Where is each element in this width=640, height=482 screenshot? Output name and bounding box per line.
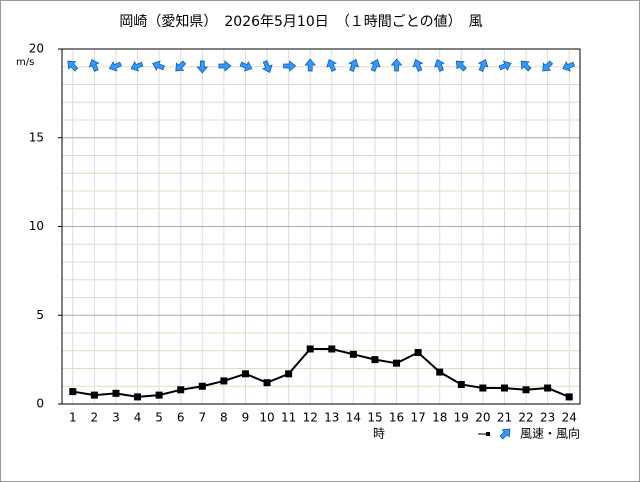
y-tick-label: 0: [36, 397, 44, 411]
x-tick-label: 10: [259, 411, 274, 425]
point: [285, 370, 293, 378]
x-tick-label: 15: [367, 411, 382, 425]
x-tick-label: 7: [198, 411, 206, 425]
wind-arrow: [175, 60, 187, 72]
x-tick-label: 2: [91, 411, 99, 425]
x-tick-label: 21: [497, 411, 512, 425]
wind-arrow: [434, 59, 445, 72]
wind-arrow: [412, 59, 424, 72]
wind-arrow: [218, 60, 232, 72]
wind-arrow: [348, 59, 359, 72]
point: [371, 356, 379, 364]
wind-arrow: [304, 58, 316, 72]
y-unit: m/s: [16, 57, 34, 68]
x-tick-label: 12: [303, 411, 318, 425]
x-tick-label: 14: [346, 411, 361, 425]
x-tick-label: 20: [475, 411, 490, 425]
wind-arrow: [455, 60, 467, 72]
point: [263, 379, 271, 387]
x-tick-label: 16: [389, 411, 404, 425]
wind-arrow: [326, 59, 337, 72]
wind-arrow: [261, 60, 273, 73]
wind-arrow: [562, 60, 576, 72]
series-line: [72, 347, 570, 398]
point: [500, 384, 508, 392]
legend-marker: [486, 432, 490, 436]
wind-arrow: [88, 59, 100, 72]
point: [544, 384, 552, 392]
point: [522, 386, 530, 394]
x-tick-label: 23: [540, 411, 555, 425]
x-tick-label: 4: [134, 411, 142, 425]
wind-arrow: [390, 58, 403, 72]
wind-arrow: [542, 60, 554, 72]
point: [436, 368, 444, 376]
legend-arrow: [499, 428, 511, 440]
x-tick-label: 11: [281, 411, 296, 425]
plot-frame: [61, 48, 581, 405]
wind-arrow: [239, 60, 253, 72]
point: [414, 349, 422, 357]
wind-arrow: [130, 60, 144, 72]
chart-title: 岡崎（愛知県） 2026年5月10日 （１時間ごとの値） 風: [119, 13, 482, 30]
point: [393, 359, 401, 367]
wind-arrow: [108, 60, 122, 72]
x-tick-label: 13: [324, 411, 339, 425]
wind-arrow: [477, 59, 489, 72]
x-tick-label: 17: [410, 411, 425, 425]
x-tick-label: 9: [242, 411, 250, 425]
wind-arrow: [152, 60, 165, 72]
x-tick-label: 18: [432, 411, 447, 425]
x-tick-label: 3: [112, 411, 120, 425]
wind-arrow: [283, 60, 297, 72]
wind-arrow: [520, 60, 532, 72]
x-tick-label: 22: [518, 411, 533, 425]
legend-label: 風速・風向: [520, 426, 580, 441]
point: [328, 345, 336, 353]
point: [349, 350, 357, 358]
point: [112, 389, 120, 397]
x-tick-label: 5: [155, 411, 163, 425]
point: [306, 345, 314, 353]
point: [241, 370, 249, 378]
wind-arrow: [196, 60, 209, 74]
point: [177, 386, 185, 394]
point: [220, 377, 228, 385]
legend: 風速・風向: [478, 426, 580, 441]
x-tick-label: 8: [220, 411, 228, 425]
point: [457, 380, 465, 388]
y-tick-label: 10: [29, 219, 44, 233]
point: [134, 393, 142, 401]
wind-arrow: [498, 60, 512, 72]
x-tick-label: 6: [177, 411, 185, 425]
x-label: 時: [373, 427, 385, 441]
wind-arrow: [67, 60, 79, 72]
point: [155, 391, 163, 399]
x-tick-label: 24: [562, 411, 577, 425]
y-tick-label: 20: [29, 42, 44, 56]
point: [90, 391, 98, 399]
point: [565, 393, 573, 401]
x-tick-label: 19: [454, 411, 469, 425]
y-tick-label: 15: [29, 130, 44, 144]
point: [479, 384, 487, 392]
wind-arrow: [369, 59, 381, 72]
point: [69, 388, 77, 396]
point: [198, 382, 206, 390]
y-tick-label: 5: [36, 308, 44, 322]
x-tick-label: 1: [69, 411, 77, 425]
